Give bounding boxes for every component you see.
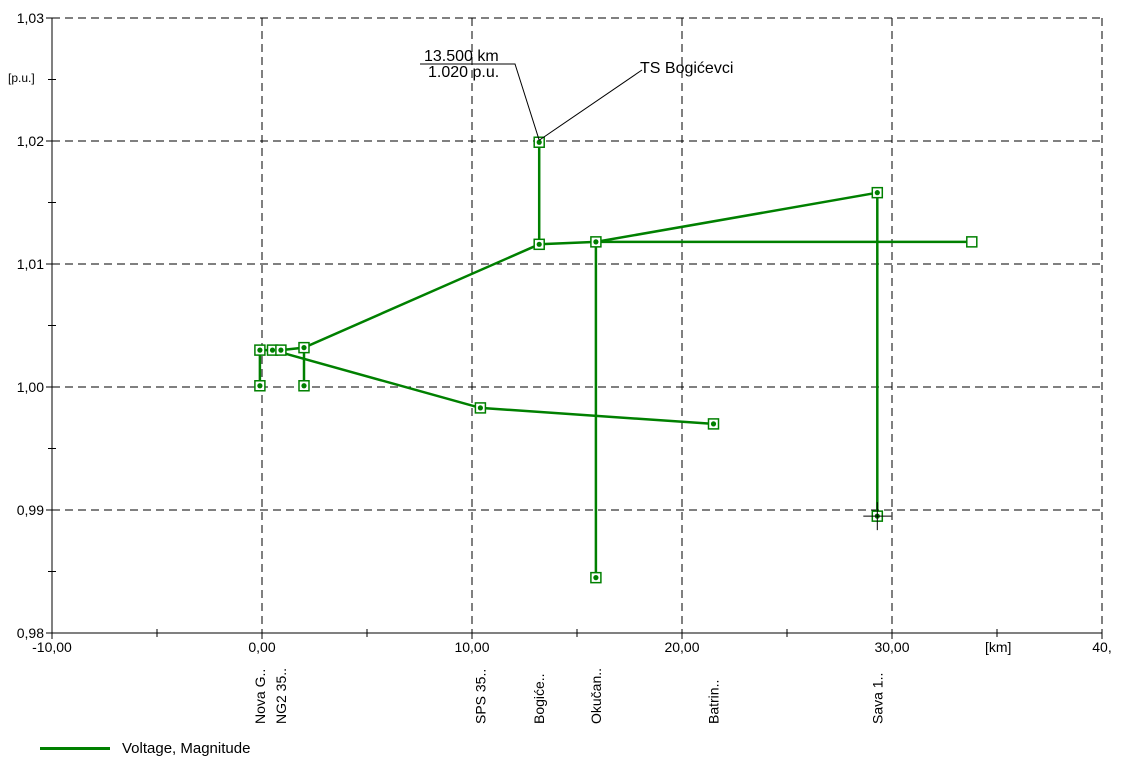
legend-label: Voltage, Magnitude <box>122 739 251 757</box>
annotation-y-readout: 1.020 p.u. <box>428 64 499 81</box>
station-label: NG2 35.. <box>273 668 289 724</box>
voltage-profile-chart: [p.u.] [km] -10,00 0,00 10,00 20,00 30,00 40,… <box>8 10 1112 724</box>
y-tick-label: 1,01 <box>17 256 44 272</box>
x-tick-label: 20,00 <box>664 639 699 655</box>
x-tick-label: 0,00 <box>248 639 275 655</box>
data-point-dot <box>874 190 880 196</box>
data-point-dot <box>269 347 276 353</box>
station-label: Batrin.. <box>706 680 722 724</box>
series-voltage-magnitude <box>258 142 972 578</box>
grid <box>52 18 1102 633</box>
data-point <box>590 236 602 248</box>
y-tick-label: 0,99 <box>17 502 44 518</box>
y-axis-label: [p.u.] <box>8 71 35 85</box>
station-label: Nova G.. <box>252 669 268 724</box>
data-point-dot <box>477 405 483 411</box>
data-point <box>298 341 310 354</box>
x-tick-label: -10,00 <box>32 639 72 655</box>
annotation-x-readout: 13.500 km <box>424 48 499 65</box>
plot-frame <box>46 17 1103 639</box>
annotation-station-name: TS Bogićevci <box>640 60 733 77</box>
data-point-dot <box>301 345 307 351</box>
data-point <box>254 380 266 392</box>
y-tick-label: 1,03 <box>17 10 44 26</box>
y-tick-label: 1,02 <box>17 133 44 149</box>
y-tick-label: 1,00 <box>17 379 44 395</box>
data-point-dot <box>536 139 542 145</box>
station-label: SPS 35.. <box>472 669 488 724</box>
data-point-dot <box>257 347 263 353</box>
station-label: Okučan.. <box>588 668 604 724</box>
x-axis-label: [km] <box>985 639 1011 655</box>
data-point-dot <box>593 239 599 245</box>
data-point-dot <box>593 575 599 581</box>
station-label: Bogiće.. <box>531 673 547 724</box>
data-point <box>707 418 720 430</box>
data-point-dot <box>710 421 717 427</box>
annotation-name-line <box>538 69 643 141</box>
legend-line-swatch <box>40 746 110 750</box>
data-point <box>474 402 487 414</box>
data-point <box>533 136 545 148</box>
axis-labels: [p.u.] [km] -10,00 0,00 10,00 20,00 30,00 40,… <box>8 10 1112 724</box>
x-tick-label: 10,00 <box>454 639 489 655</box>
data-point-dot <box>257 383 263 389</box>
station-label: Sava 1.. <box>869 673 885 724</box>
data-point <box>871 186 884 199</box>
data-point <box>254 344 266 356</box>
data-point-open <box>966 236 978 248</box>
data-point-dot <box>278 347 284 353</box>
legend: Voltage, Magnitude <box>40 738 250 758</box>
x-tick-label: 40, <box>1092 639 1111 655</box>
markers <box>254 136 978 584</box>
data-point <box>590 571 602 584</box>
x-tick-label: 30,00 <box>874 639 909 655</box>
data-point-dot <box>536 241 542 247</box>
point-annotation: 13.500 km 1.020 p.u. TS Bogićevci <box>420 48 733 141</box>
y-tick-label: 0,98 <box>17 625 44 641</box>
data-point <box>298 380 310 392</box>
data-point <box>533 238 545 251</box>
data-point-dot <box>301 383 307 389</box>
data-point <box>275 344 287 356</box>
annotation-leader-line <box>420 63 540 141</box>
